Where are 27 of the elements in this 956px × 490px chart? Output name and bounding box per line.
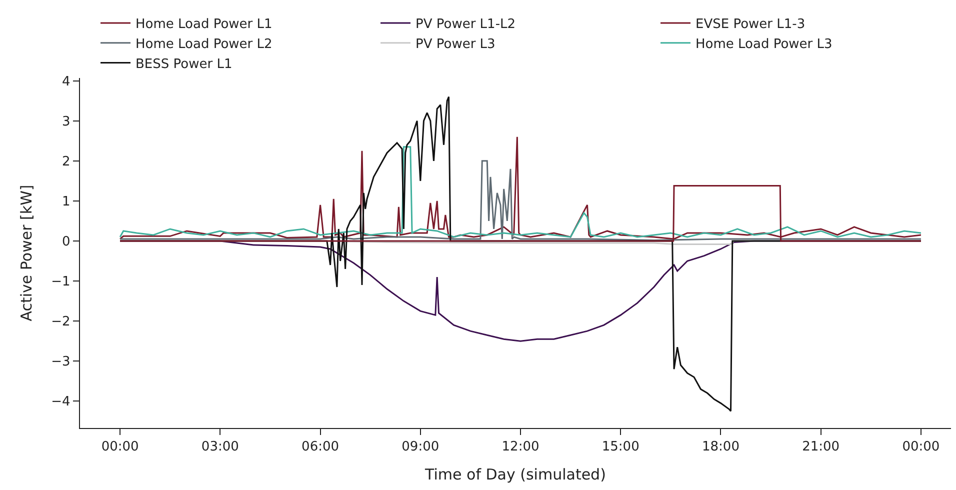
y-tick-label: −4 (51, 394, 70, 410)
x-tick-label: 21:00 (802, 440, 840, 455)
y-tick-label: 4 (62, 74, 70, 90)
x-tick-label: 06:00 (302, 440, 340, 455)
x-axis-title: Time of Day (simulated) (424, 466, 606, 484)
y-tick-label: 1 (62, 194, 70, 210)
legend-label: Home Load Power L1 (136, 17, 272, 32)
x-tick-label: 03:00 (201, 440, 239, 455)
y-tick-label: 2 (62, 154, 70, 170)
legend-label: PV Power L1-L2 (416, 17, 516, 32)
x-tick-label: 12:00 (502, 440, 540, 455)
x-tick-label: 15:00 (602, 440, 640, 455)
legend-label: Home Load Power L3 (696, 36, 832, 52)
y-tick-label: −1 (51, 274, 70, 290)
y-axis-title: Active Power [kW] (17, 184, 36, 322)
legend-label: BESS Power L1 (136, 56, 232, 72)
legend-label: PV Power L3 (416, 36, 496, 52)
y-tick-label: 0 (62, 234, 70, 250)
x-tick-label: 00:00 (101, 440, 139, 455)
x-tick-label: 09:00 (402, 440, 440, 455)
y-tick-label: 3 (62, 114, 70, 130)
x-tick-label: 18:00 (702, 440, 740, 455)
y-tick-label: −2 (51, 314, 70, 330)
x-tick-label: 00:00 (902, 440, 940, 455)
legend-label: EVSE Power L1-3 (696, 17, 806, 32)
y-tick-label: −3 (51, 354, 70, 370)
legend-label: Home Load Power L2 (136, 36, 272, 52)
